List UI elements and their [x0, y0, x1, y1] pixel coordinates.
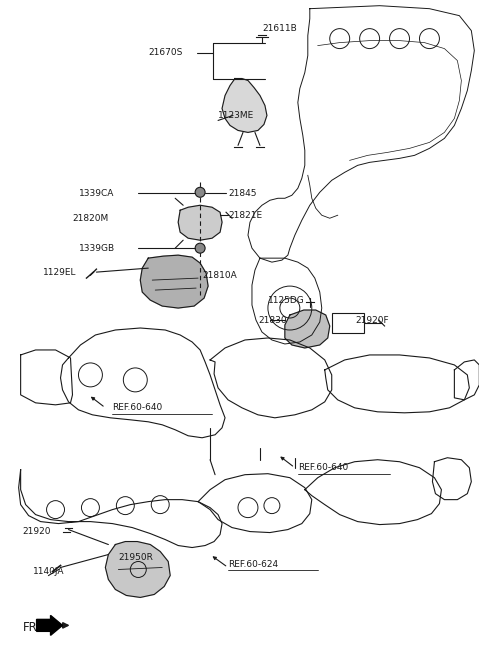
- Circle shape: [195, 188, 205, 197]
- Text: 21950R: 21950R: [119, 553, 153, 562]
- Text: FR.: FR.: [23, 621, 41, 634]
- Polygon shape: [36, 615, 62, 636]
- Circle shape: [195, 243, 205, 253]
- Text: 1339CA: 1339CA: [78, 189, 114, 198]
- Text: 1123ME: 1123ME: [218, 111, 254, 120]
- Text: 21810A: 21810A: [202, 271, 237, 279]
- Text: 21830: 21830: [258, 316, 287, 325]
- Text: 21820M: 21820M: [72, 214, 109, 223]
- Text: REF.60-640: REF.60-640: [298, 463, 348, 472]
- Text: 1129EL: 1129EL: [43, 268, 76, 277]
- Text: 21845: 21845: [228, 189, 256, 198]
- Polygon shape: [285, 310, 330, 348]
- Text: 21920F: 21920F: [356, 316, 389, 325]
- Text: 21821E: 21821E: [228, 211, 262, 220]
- Polygon shape: [106, 542, 170, 598]
- Polygon shape: [222, 79, 267, 133]
- Bar: [332, 313, 364, 333]
- Text: REF.60-640: REF.60-640: [112, 403, 163, 413]
- Text: 21670S: 21670S: [148, 48, 183, 57]
- Text: REF.60-624: REF.60-624: [228, 560, 278, 569]
- Text: 1339GB: 1339GB: [78, 243, 115, 253]
- Polygon shape: [140, 255, 208, 308]
- Polygon shape: [178, 205, 222, 240]
- Text: 1125DG: 1125DG: [268, 296, 305, 304]
- Text: 21611B: 21611B: [262, 24, 297, 33]
- Text: 1140JA: 1140JA: [33, 567, 64, 576]
- Text: 21920: 21920: [23, 527, 51, 536]
